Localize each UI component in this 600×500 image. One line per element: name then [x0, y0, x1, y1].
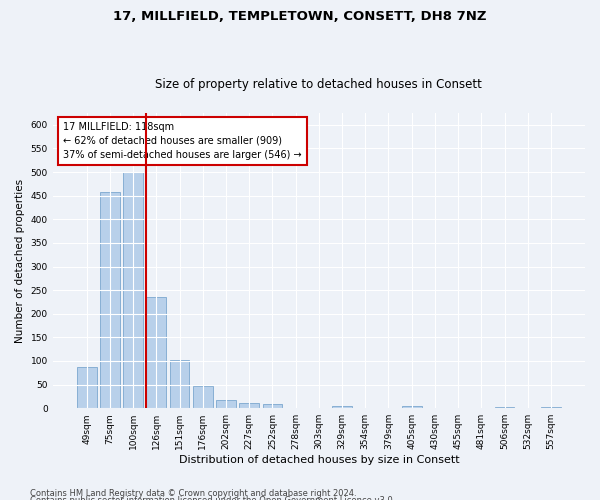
Text: Contains public sector information licensed under the Open Government Licence v3: Contains public sector information licen…: [30, 496, 395, 500]
Bar: [77, 366, 97, 408]
Text: 17 MILLFIELD: 118sqm
← 62% of detached houses are smaller (909)
37% of semi-deta: 17 MILLFIELD: 118sqm ← 62% of detached h…: [64, 122, 302, 160]
Bar: [541, 407, 561, 408]
Bar: [332, 406, 352, 408]
Y-axis label: Number of detached properties: Number of detached properties: [15, 178, 25, 342]
Bar: [146, 297, 166, 408]
Bar: [193, 386, 212, 408]
Title: Size of property relative to detached houses in Consett: Size of property relative to detached ho…: [155, 78, 482, 91]
Bar: [123, 172, 143, 408]
Bar: [100, 192, 120, 408]
Bar: [402, 406, 422, 408]
Bar: [263, 404, 282, 408]
Text: 17, MILLFIELD, TEMPLETOWN, CONSETT, DH8 7NZ: 17, MILLFIELD, TEMPLETOWN, CONSETT, DH8 …: [113, 10, 487, 23]
Bar: [170, 360, 190, 408]
Text: Contains HM Land Registry data © Crown copyright and database right 2024.: Contains HM Land Registry data © Crown c…: [30, 488, 356, 498]
Bar: [494, 407, 514, 408]
Bar: [239, 402, 259, 408]
Bar: [216, 400, 236, 408]
X-axis label: Distribution of detached houses by size in Consett: Distribution of detached houses by size …: [179, 455, 459, 465]
